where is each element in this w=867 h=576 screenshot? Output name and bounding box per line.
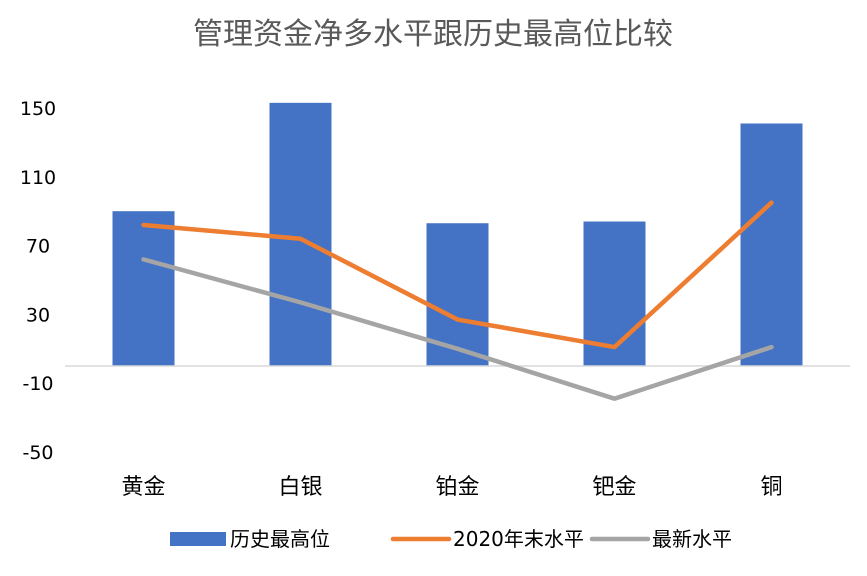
bar: [740, 123, 803, 366]
y-axis-ticks: 150 110 70 30 -10 -50: [20, 98, 56, 464]
x-axis-labels: 黄金 白银 铂金 钯金 铜: [121, 475, 782, 500]
legend-label: 最新水平: [652, 527, 732, 551]
series-line: [141, 200, 774, 350]
y-tick-label: -10: [22, 373, 53, 395]
y-tick-label: 110: [20, 167, 56, 189]
y-tick-label: -50: [22, 442, 53, 464]
bar-series: [112, 102, 803, 366]
legend-item: 2020年末水平: [390, 527, 584, 551]
legend-item: 历史最高位: [170, 527, 330, 551]
x-tick-label: 黄金: [121, 475, 165, 500]
line-series: [141, 200, 774, 401]
legend-swatch: [170, 532, 226, 546]
chart-title: 管理资金净多水平跟历史最高位比较: [193, 17, 673, 52]
bar: [269, 102, 332, 366]
legend: 历史最高位 2020年末水平 最新水平: [170, 527, 732, 551]
legend-label: 2020年末水平: [453, 527, 584, 551]
y-tick-label: 150: [20, 98, 56, 120]
x-tick-label: 钯金: [592, 475, 636, 500]
x-tick-label: 白银: [278, 475, 322, 500]
legend-item: 最新水平: [589, 527, 732, 551]
y-tick-label: 30: [26, 304, 50, 326]
bar: [112, 211, 175, 366]
x-tick-label: 铂金: [435, 475, 479, 500]
y-tick-label: 70: [26, 236, 50, 258]
series-line: [141, 257, 774, 401]
legend-label: 历史最高位: [230, 527, 330, 551]
x-tick-label: 铜: [760, 475, 782, 500]
